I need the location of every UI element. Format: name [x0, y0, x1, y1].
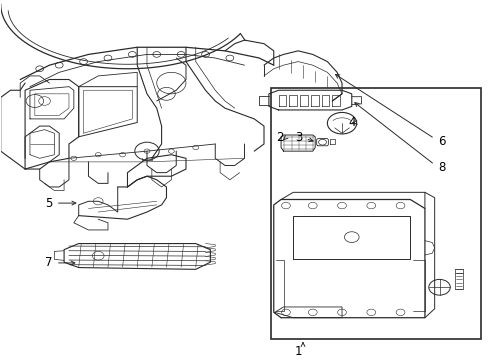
Text: 3: 3: [295, 131, 302, 144]
Text: 2: 2: [276, 131, 283, 144]
Text: 4: 4: [347, 116, 355, 129]
Text: 5: 5: [45, 197, 52, 210]
Text: 1: 1: [294, 345, 301, 357]
Text: 7: 7: [44, 256, 52, 269]
Text: 6: 6: [437, 135, 445, 148]
Bar: [271, 89, 480, 339]
Text: 8: 8: [437, 161, 445, 174]
